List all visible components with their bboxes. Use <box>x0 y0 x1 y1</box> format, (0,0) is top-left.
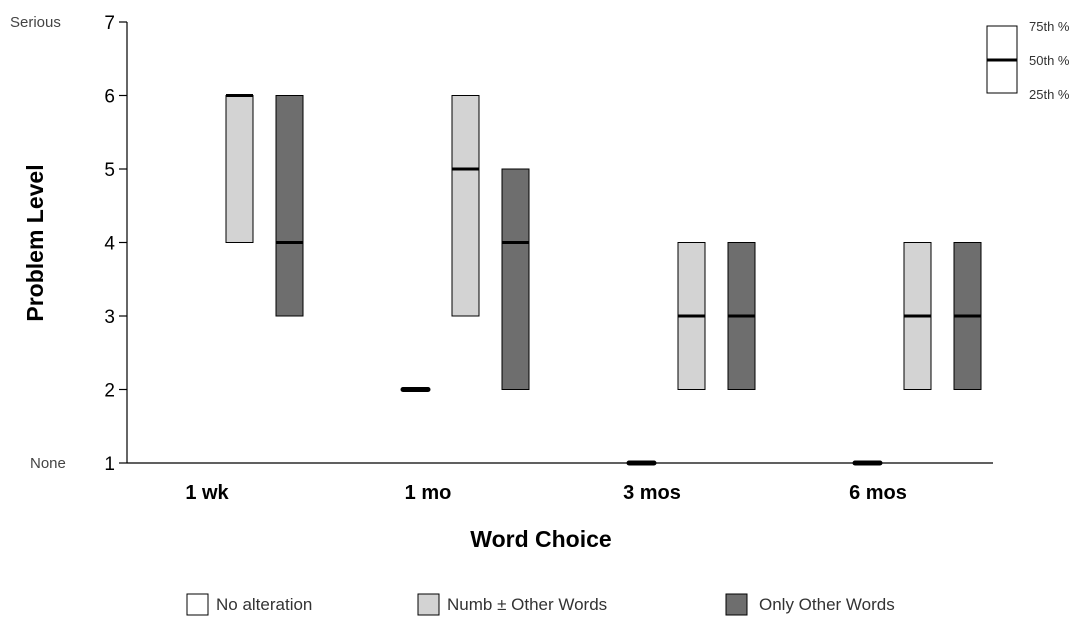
box-only-other-words-1-wk <box>275 95 304 317</box>
y-tick-label-1: 1 <box>104 454 115 475</box>
legend-label-numb-other-words: Numb ± Other Words <box>447 595 607 614</box>
legend-label-no-alteration: No alteration <box>216 595 312 614</box>
x-category-labels: 1 wk 1 mo 3 mos 6 mos <box>185 482 907 504</box>
y-axis-title: Problem Level <box>22 164 48 321</box>
boxes <box>225 94 982 466</box>
legend-swatch-no-alteration <box>186 593 209 616</box>
x-category-label-6-mos: 6 mos <box>849 482 907 504</box>
y-ticks: 1 2 3 4 5 6 7 Serious None <box>10 13 127 475</box>
box-only-other-words-1-mo <box>501 168 530 390</box>
key-label-50: 50th % <box>1029 53 1070 68</box>
key-label-75: 75th % <box>1029 19 1070 34</box>
y-tick-text-bottom: None <box>30 455 66 472</box>
x-category-label-1-wk: 1 wk <box>185 482 229 504</box>
legend-swatch-numb-other-words <box>417 593 440 616</box>
x-axis-title: Word Choice <box>470 526 611 552</box>
y-tick-label-5: 5 <box>104 160 115 181</box>
axes <box>126 22 993 464</box>
y-tick-text-top: Serious <box>10 14 61 31</box>
legend-swatch-only-other-words <box>725 593 748 616</box>
y-tick-label-3: 3 <box>104 307 115 328</box>
x-category-label-3-mos: 3 mos <box>623 482 681 504</box>
x-category-label-1-mo: 1 mo <box>405 482 452 504</box>
legend: No alteration Numb ± Other Words Only Ot… <box>186 593 895 616</box>
y-tick-label-2: 2 <box>104 381 115 402</box>
percentile-key: 75th % 50th % 25th % <box>986 19 1070 102</box>
y-tick-label-7: 7 <box>104 13 115 34</box>
y-tick-label-4: 4 <box>104 234 115 255</box>
box-numb-other-words-1-mo <box>451 95 480 317</box>
box-numb-other-words-1-wk <box>225 95 254 243</box>
key-label-25: 25th % <box>1029 87 1070 102</box>
y-tick-label-6: 6 <box>104 87 115 108</box>
legend-label-only-other-words: Only Other Words <box>759 595 895 614</box>
